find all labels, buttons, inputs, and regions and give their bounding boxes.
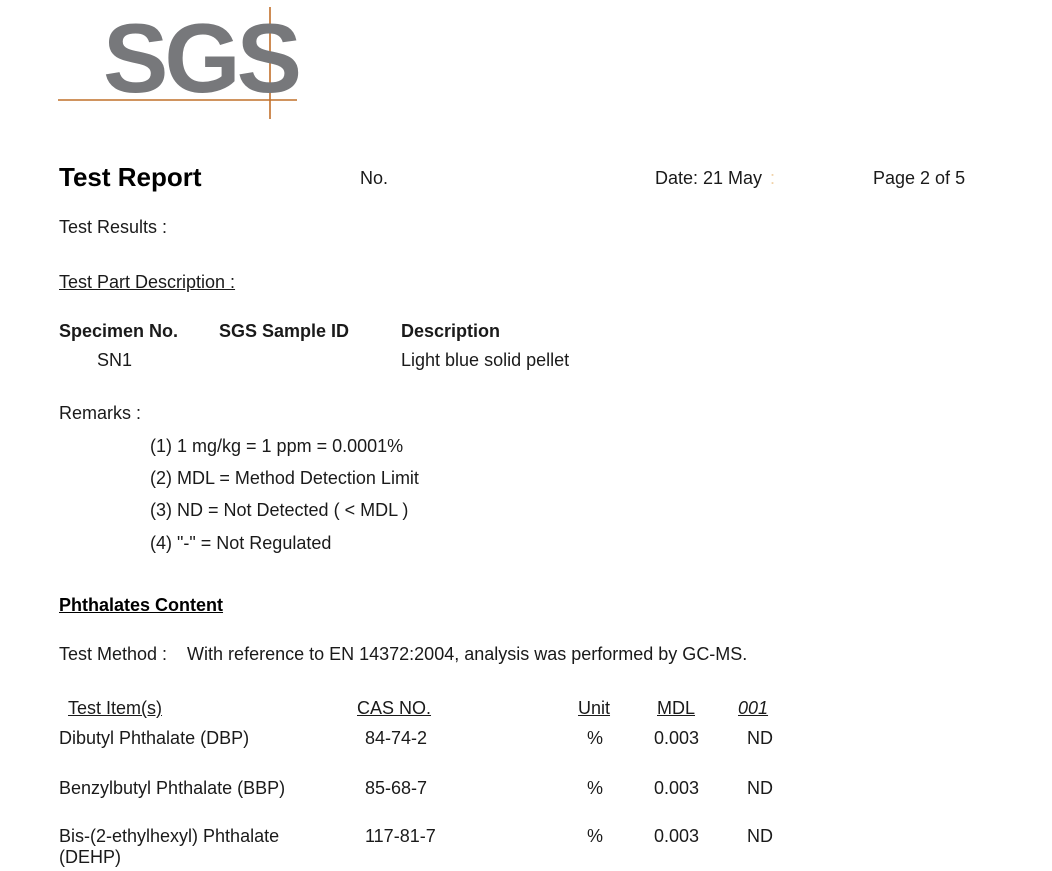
svg-text:SGS: SGS [103, 3, 299, 113]
